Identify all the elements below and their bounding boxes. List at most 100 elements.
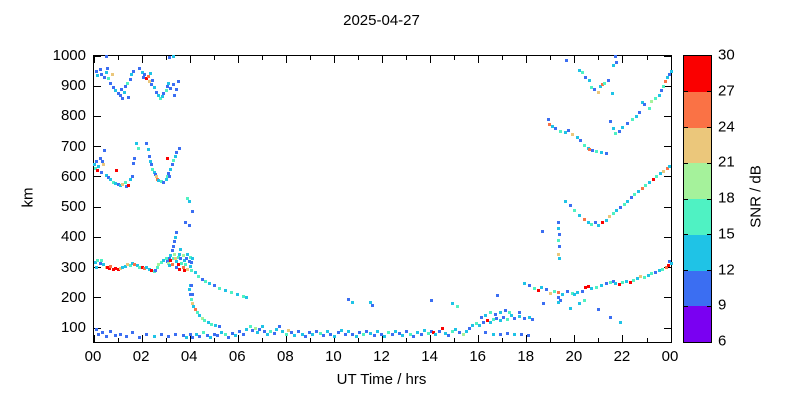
data-point bbox=[223, 288, 227, 292]
data-point bbox=[556, 252, 560, 256]
data-point bbox=[189, 284, 193, 288]
data-point bbox=[191, 302, 195, 306]
data-point bbox=[513, 333, 517, 337]
data-point bbox=[158, 96, 162, 100]
data-point bbox=[640, 186, 644, 190]
data-point bbox=[238, 330, 241, 334]
data-point bbox=[173, 240, 176, 244]
data-point bbox=[289, 331, 293, 334]
data-point bbox=[174, 235, 178, 239]
x-tick-top bbox=[382, 56, 383, 63]
data-point bbox=[332, 335, 336, 338]
data-point bbox=[661, 267, 665, 271]
data-point bbox=[300, 332, 304, 336]
data-point bbox=[150, 163, 154, 167]
colorbar-tick bbox=[684, 234, 688, 236]
data-point bbox=[532, 286, 536, 290]
colorbar-title: SNR / dB bbox=[747, 165, 765, 228]
data-point bbox=[579, 139, 583, 143]
data-point bbox=[153, 173, 157, 176]
data-point bbox=[134, 142, 138, 146]
data-point bbox=[621, 281, 625, 285]
data-point bbox=[604, 219, 608, 223]
data-point bbox=[207, 281, 211, 285]
colorbar-tick bbox=[707, 234, 711, 236]
x-tick-top bbox=[261, 56, 263, 60]
x-tick-label: 12 bbox=[373, 348, 390, 365]
data-point bbox=[496, 293, 500, 297]
x-tick-bottom bbox=[141, 335, 143, 342]
data-point bbox=[509, 314, 513, 318]
data-point bbox=[251, 328, 255, 332]
x-tick-top bbox=[478, 56, 480, 63]
data-point bbox=[164, 257, 168, 260]
data-point bbox=[383, 335, 387, 338]
data-point bbox=[284, 333, 288, 337]
data-point bbox=[457, 331, 461, 334]
data-point bbox=[114, 89, 118, 93]
y-tick-right bbox=[664, 146, 671, 148]
data-point bbox=[145, 141, 149, 145]
x-tick-top bbox=[598, 56, 600, 60]
data-point bbox=[281, 330, 285, 334]
y-tick-label: 1000 bbox=[52, 47, 86, 64]
x-tick-label: 00 bbox=[661, 348, 679, 365]
data-point bbox=[181, 266, 185, 270]
data-point bbox=[175, 88, 179, 92]
data-point bbox=[484, 313, 488, 317]
x-tick-bottom bbox=[285, 335, 287, 342]
data-point bbox=[189, 269, 193, 273]
data-point bbox=[146, 75, 150, 79]
data-point bbox=[102, 263, 106, 266]
data-point bbox=[150, 83, 154, 87]
data-point bbox=[454, 328, 458, 331]
data-point bbox=[311, 333, 315, 337]
x-tick-bottom bbox=[358, 338, 359, 342]
data-point bbox=[213, 324, 217, 328]
data-point bbox=[168, 56, 172, 59]
data-point bbox=[650, 99, 654, 103]
data-point bbox=[98, 157, 102, 161]
y-tick-right bbox=[664, 297, 671, 299]
x-tick-label: 08 bbox=[276, 348, 294, 365]
colorbar-tick-label: 15 bbox=[718, 225, 735, 243]
data-point bbox=[603, 81, 607, 85]
data-point bbox=[450, 330, 454, 334]
data-point bbox=[578, 302, 582, 306]
data-point bbox=[668, 72, 672, 76]
data-point bbox=[573, 208, 577, 212]
data-point bbox=[205, 334, 209, 338]
data-point bbox=[171, 54, 175, 58]
data-point bbox=[120, 87, 124, 91]
data-point bbox=[245, 328, 249, 331]
data-point bbox=[102, 162, 106, 166]
x-tick-bottom bbox=[333, 335, 335, 342]
data-point bbox=[601, 83, 604, 87]
data-point bbox=[582, 218, 586, 222]
data-point bbox=[354, 335, 358, 338]
data-point bbox=[336, 331, 340, 334]
data-point bbox=[563, 130, 567, 134]
data-point bbox=[619, 205, 622, 209]
data-point bbox=[575, 136, 579, 140]
data-point bbox=[548, 122, 552, 126]
y-tick-left bbox=[94, 206, 101, 208]
data-point bbox=[498, 318, 502, 322]
data-point bbox=[371, 303, 375, 307]
x-tick-top bbox=[117, 56, 119, 60]
data-point bbox=[92, 163, 96, 167]
data-point bbox=[412, 335, 416, 338]
x-tick-top bbox=[237, 56, 239, 63]
data-point bbox=[604, 151, 608, 155]
data-point bbox=[145, 266, 149, 270]
data-point bbox=[614, 131, 618, 135]
plot-area bbox=[92, 54, 673, 343]
x-tick-top bbox=[574, 56, 576, 63]
data-point bbox=[97, 164, 101, 168]
data-point bbox=[376, 330, 380, 334]
data-point bbox=[651, 177, 655, 181]
data-point bbox=[140, 71, 144, 75]
data-point bbox=[194, 332, 198, 336]
data-point bbox=[498, 333, 502, 337]
x-tick-bottom bbox=[550, 338, 552, 342]
